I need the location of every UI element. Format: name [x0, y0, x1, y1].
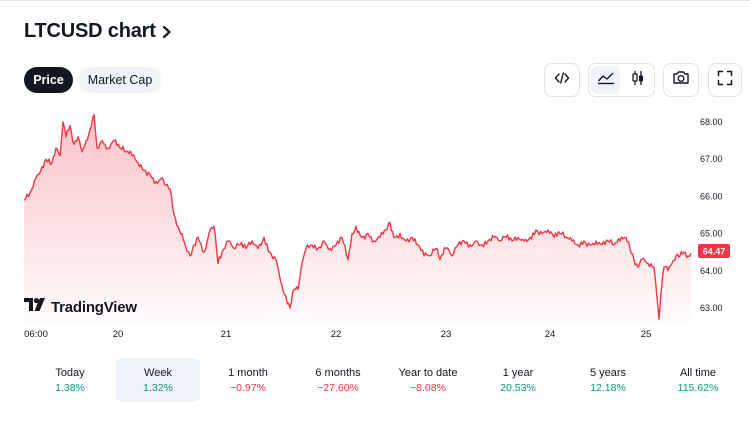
fullscreen-icon: [717, 70, 733, 91]
svg-text:64.47: 64.47: [703, 247, 726, 257]
price-tick-label: 66.00: [700, 191, 723, 201]
price-area-fill: [24, 114, 691, 322]
period-1-month[interactable]: 1 month −0.97%: [206, 358, 290, 402]
tradingview-logo-icon: [24, 298, 46, 316]
last-price-label: 64.47: [698, 244, 730, 258]
period-today[interactable]: Today 1.38%: [28, 358, 112, 402]
tradingview-watermark[interactable]: TradingView: [24, 298, 137, 316]
time-tick-label: 20: [113, 329, 124, 340]
page-title: LTCUSD chart: [24, 20, 156, 42]
period-label: All time: [679, 367, 717, 379]
period-change: 115.62%: [677, 382, 719, 394]
area-style-button[interactable]: [591, 66, 620, 94]
period-change: −27.60%: [317, 382, 359, 394]
time-tick-label: 25: [641, 329, 652, 340]
period-label: Year to date: [398, 367, 458, 379]
price-tick-label: 67.00: [700, 154, 723, 164]
snapshot-button[interactable]: [663, 63, 699, 97]
period-change: 12.18%: [590, 382, 626, 394]
period-5-years[interactable]: 5 years 12.18%: [566, 358, 650, 402]
tab-market-cap[interactable]: Market Cap: [79, 67, 161, 93]
code-icon: [554, 71, 570, 90]
price-tick-label: 65.00: [700, 229, 723, 239]
time-tick-label: 06:00: [24, 329, 48, 340]
period-change: 1.32%: [143, 382, 173, 394]
camera-icon: [672, 70, 690, 90]
area-chart-icon: [597, 71, 615, 90]
period-6-months[interactable]: 6 months −27.60%: [296, 358, 380, 402]
price-tick-label: 63.00: [700, 303, 723, 313]
period-change: 20.53%: [500, 382, 536, 394]
period-week[interactable]: Week 1.32%: [116, 358, 200, 402]
chart-style-toggle: [588, 63, 655, 97]
time-tick-label: 23: [441, 329, 452, 340]
time-axis: 06:00 20 21 22 23 24 25: [24, 329, 651, 340]
time-tick-label: 24: [545, 329, 556, 340]
period-label: 5 years: [589, 367, 627, 379]
price-chart[interactable]: 68.00 67.00 66.00 65.00 64.00 63.00 06:00 20 21…: [0, 104, 750, 344]
tab-price[interactable]: Price: [24, 67, 73, 93]
period-change: −0.97%: [230, 382, 266, 394]
price-axis: 68.00 67.00 66.00 65.00 64.00 63.00: [700, 117, 723, 313]
period-label: 1 month: [228, 367, 268, 379]
embed-button[interactable]: [544, 63, 580, 97]
period-label: 6 months: [315, 367, 361, 379]
period-year-to-date[interactable]: Year to date −8.08%: [386, 358, 470, 402]
chevron-right-icon: [162, 25, 172, 39]
tradingview-brand: TradingView: [51, 298, 137, 316]
candlestick-icon: [631, 70, 645, 91]
price-tick-label: 68.00: [700, 117, 723, 127]
price-line: [23, 113, 692, 320]
period-1-year[interactable]: 1 year 20.53%: [476, 358, 560, 402]
price-tick-label: 64.00: [700, 266, 723, 276]
period-label: 1 year: [502, 367, 534, 379]
fullscreen-button[interactable]: [708, 63, 742, 97]
time-tick-label: 21: [221, 329, 232, 340]
candles-style-button[interactable]: [623, 66, 652, 94]
period-label: Today: [55, 367, 85, 379]
time-tick-label: 22: [331, 329, 342, 340]
chart-title-link[interactable]: LTCUSD chart: [24, 20, 172, 43]
period-label: Week: [144, 367, 172, 379]
top-divider: [0, 0, 750, 1]
performance-periods: Today 1.38% Week 1.32% 1 month −0.97% 6 …: [14, 358, 744, 402]
period-change: −8.08%: [410, 382, 446, 394]
period-change: 1.38%: [55, 382, 85, 394]
period-all-time[interactable]: All time 115.62%: [656, 358, 740, 402]
